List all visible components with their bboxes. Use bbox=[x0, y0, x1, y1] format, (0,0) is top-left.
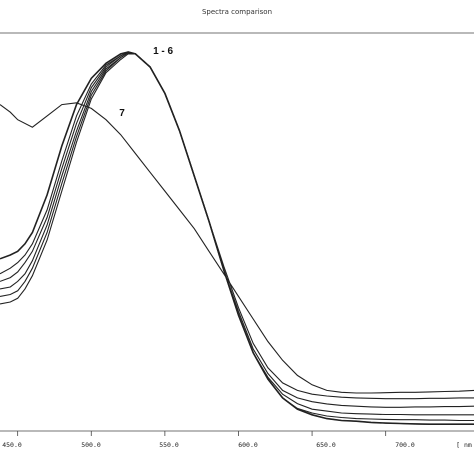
x-tick-label-6: [ nm bbox=[456, 441, 472, 449]
x-tick-label-5: 700.0 bbox=[395, 441, 415, 449]
series-line-7 bbox=[0, 102, 474, 394]
series-line-2 bbox=[0, 51, 474, 425]
x-tick-label-0: 450.0 bbox=[2, 441, 22, 449]
x-tick-label-1: 500.0 bbox=[81, 441, 101, 449]
series-line-3 bbox=[0, 51, 474, 422]
x-tick-label-3: 600.0 bbox=[238, 441, 258, 449]
curves-group bbox=[0, 51, 474, 425]
chart-title: Spectra comparison bbox=[202, 8, 272, 16]
annotations-group: 1 - 6 7 bbox=[119, 46, 173, 119]
series-line-1 bbox=[0, 51, 474, 425]
x-tick-label-2: 550.0 bbox=[159, 441, 179, 449]
x-tick-label-4: 650.0 bbox=[316, 441, 336, 449]
series-line-5 bbox=[0, 52, 474, 408]
curve-annotation-0: 1 - 6 bbox=[153, 46, 173, 57]
x-ticks-group bbox=[17, 431, 387, 436]
curve-annotation-1: 7 bbox=[119, 108, 125, 119]
series-line-6 bbox=[0, 53, 474, 400]
x-tick-labels-group: 450.0 500.0 550.0 600.0 650.0 700.0 [ nm bbox=[2, 441, 472, 449]
series-line-4 bbox=[0, 52, 474, 416]
